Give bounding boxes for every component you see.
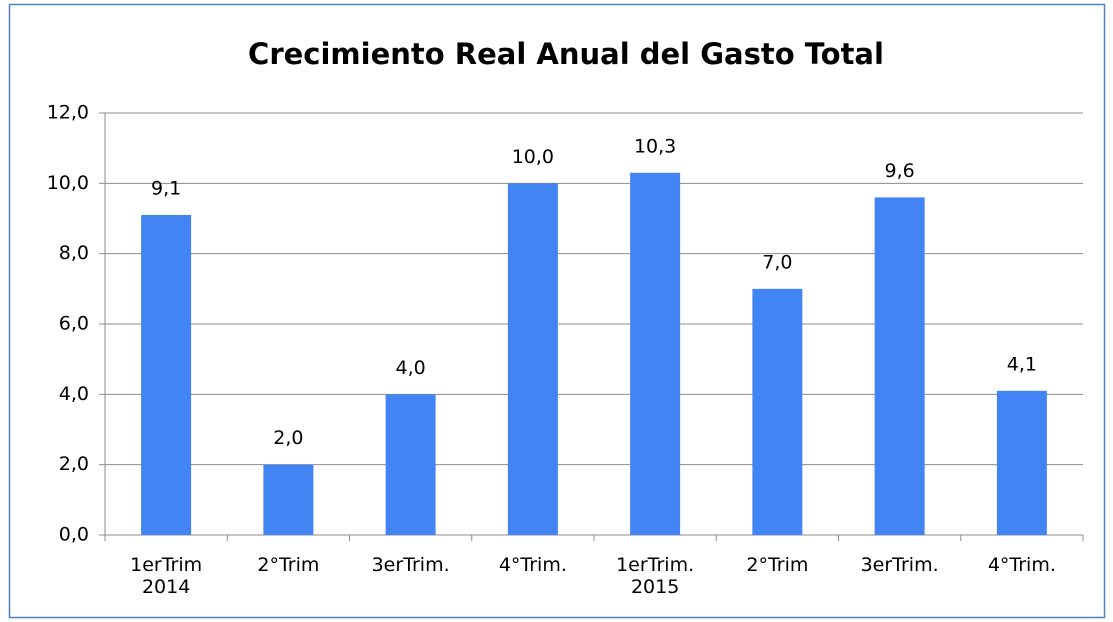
bar	[752, 288, 803, 535]
bar	[141, 214, 192, 535]
x-tick-label: 4°Trim.	[987, 554, 1056, 576]
x-tick-label: 1erTrim. 2015	[616, 554, 695, 598]
value-label: 9,6	[885, 160, 915, 182]
y-tick-label: 10,0	[47, 172, 89, 194]
bar	[507, 183, 558, 536]
bar	[385, 394, 436, 535]
bar	[630, 172, 681, 536]
x-tick-label: 2°Trim	[746, 554, 809, 576]
y-tick-label: 0,0	[59, 524, 89, 546]
x-tick-label: 3erTrim.	[371, 554, 450, 576]
y-tick-label: 8,0	[59, 242, 89, 264]
y-tick-label: 12,0	[47, 102, 89, 124]
y-tick-label: 2,0	[59, 453, 89, 475]
value-label: 9,1	[151, 177, 181, 199]
x-tick-label: 3erTrim.	[860, 554, 939, 576]
chart-title: Crecimiento Real Anual del Gasto Total	[248, 37, 884, 71]
x-tick-label: 4°Trim.	[498, 554, 567, 576]
value-label: 4,1	[1007, 353, 1037, 375]
x-tick-label: 2°Trim	[257, 554, 320, 576]
bar	[996, 390, 1047, 535]
value-label: 2,0	[273, 427, 303, 449]
y-tick-label: 6,0	[59, 313, 89, 335]
value-label: 10,0	[512, 146, 554, 168]
value-label: 10,3	[634, 135, 676, 157]
value-label: 4,0	[396, 357, 426, 379]
y-tick-label: 4,0	[59, 383, 89, 405]
bar	[263, 464, 314, 535]
value-label: 7,0	[762, 251, 792, 273]
bar	[874, 197, 925, 535]
x-tick-label: 1erTrim 2014	[130, 554, 203, 598]
